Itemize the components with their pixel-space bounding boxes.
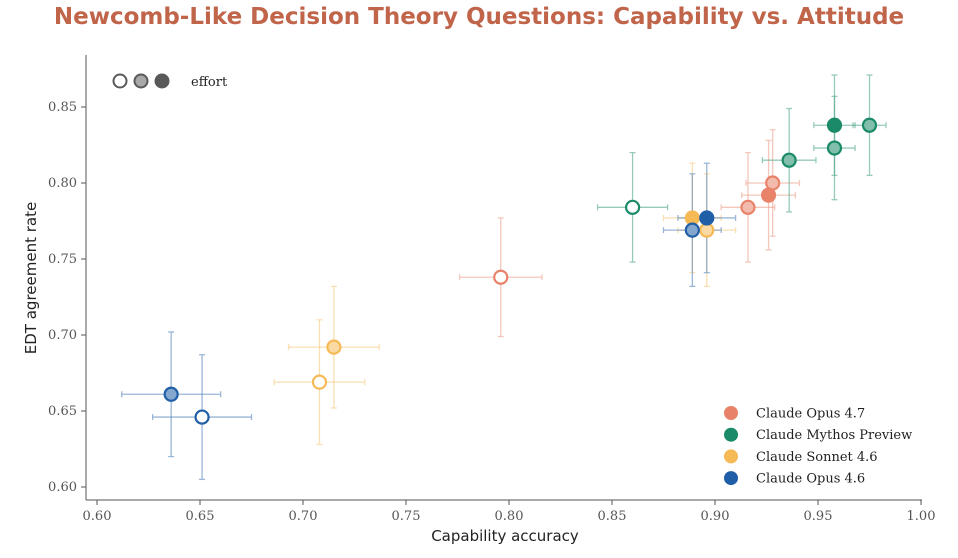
data-point <box>861 117 878 133</box>
data-point <box>684 210 700 226</box>
x-tick-label: 0.90 <box>701 509 730 524</box>
y-tick-label: 0.80 <box>48 176 77 191</box>
series-legend: Claude Opus 4.7 Claude Mythos Preview Clau… <box>724 406 912 487</box>
legend-label: Claude Mythos Preview <box>756 428 912 443</box>
data-point <box>326 339 342 355</box>
chart-title: Newcomb-Like Decision Theory Questions: … <box>53 4 905 30</box>
x-tick-label: 0.65 <box>186 509 215 524</box>
data-point <box>740 199 756 215</box>
legend-marker <box>724 427 738 442</box>
legend-marker <box>724 406 738 420</box>
x-tick-label: 0.75 <box>392 509 421 524</box>
data-point <box>765 175 781 191</box>
data-point <box>826 117 843 133</box>
data-point <box>194 409 210 425</box>
data-point <box>684 222 700 238</box>
legend-label: Claude Opus 4.6 <box>756 472 865 487</box>
y-tick-label: 0.75 <box>48 252 77 267</box>
data-point <box>699 210 715 226</box>
y-axis-ticks: 0.60 0.65 0.70 0.75 0.80 0.85 <box>48 100 86 495</box>
y-tick-label: 0.70 <box>48 328 77 343</box>
x-axis-label: Capability accuracy <box>431 527 579 545</box>
data-point <box>311 374 328 390</box>
effort-medium-marker <box>133 73 149 89</box>
data-point <box>760 187 777 203</box>
data-point <box>163 386 179 402</box>
x-tick-label: 0.70 <box>289 509 318 524</box>
data-markers <box>163 117 878 425</box>
legend-marker <box>724 471 738 486</box>
legend-label: Claude Sonnet 4.6 <box>756 450 878 465</box>
x-tick-label: 0.85 <box>598 509 627 524</box>
data-point <box>826 140 843 156</box>
data-point <box>624 199 641 215</box>
legend-marker <box>724 449 738 464</box>
x-tick-label: 0.60 <box>83 509 112 524</box>
x-tick-label: 0.95 <box>804 509 833 524</box>
effort-legend: effort <box>112 73 228 90</box>
y-tick-label: 0.60 <box>48 480 77 495</box>
x-tick-label: 1.00 <box>907 509 936 524</box>
y-tick-label: 0.65 <box>48 404 77 419</box>
x-tick-label: 0.80 <box>495 509 524 524</box>
y-axis-label: EDT agreement rate <box>22 202 40 354</box>
y-tick-label: 0.85 <box>48 100 77 115</box>
legend-label: Claude Opus 4.7 <box>756 407 865 422</box>
x-axis-ticks: 0.60 0.65 0.70 0.75 0.80 0.85 0.90 0.95 1.00 <box>83 500 936 524</box>
data-point <box>699 222 715 238</box>
axes: 0.60 0.65 0.70 0.75 0.80 0.85 0.90 0.95 1.00 0.6… <box>48 55 935 524</box>
effort-high-marker <box>154 73 170 89</box>
effort-low-marker <box>112 73 128 89</box>
data-point <box>493 269 509 285</box>
effort-legend-label: effort <box>191 75 228 90</box>
data-point <box>781 152 797 168</box>
